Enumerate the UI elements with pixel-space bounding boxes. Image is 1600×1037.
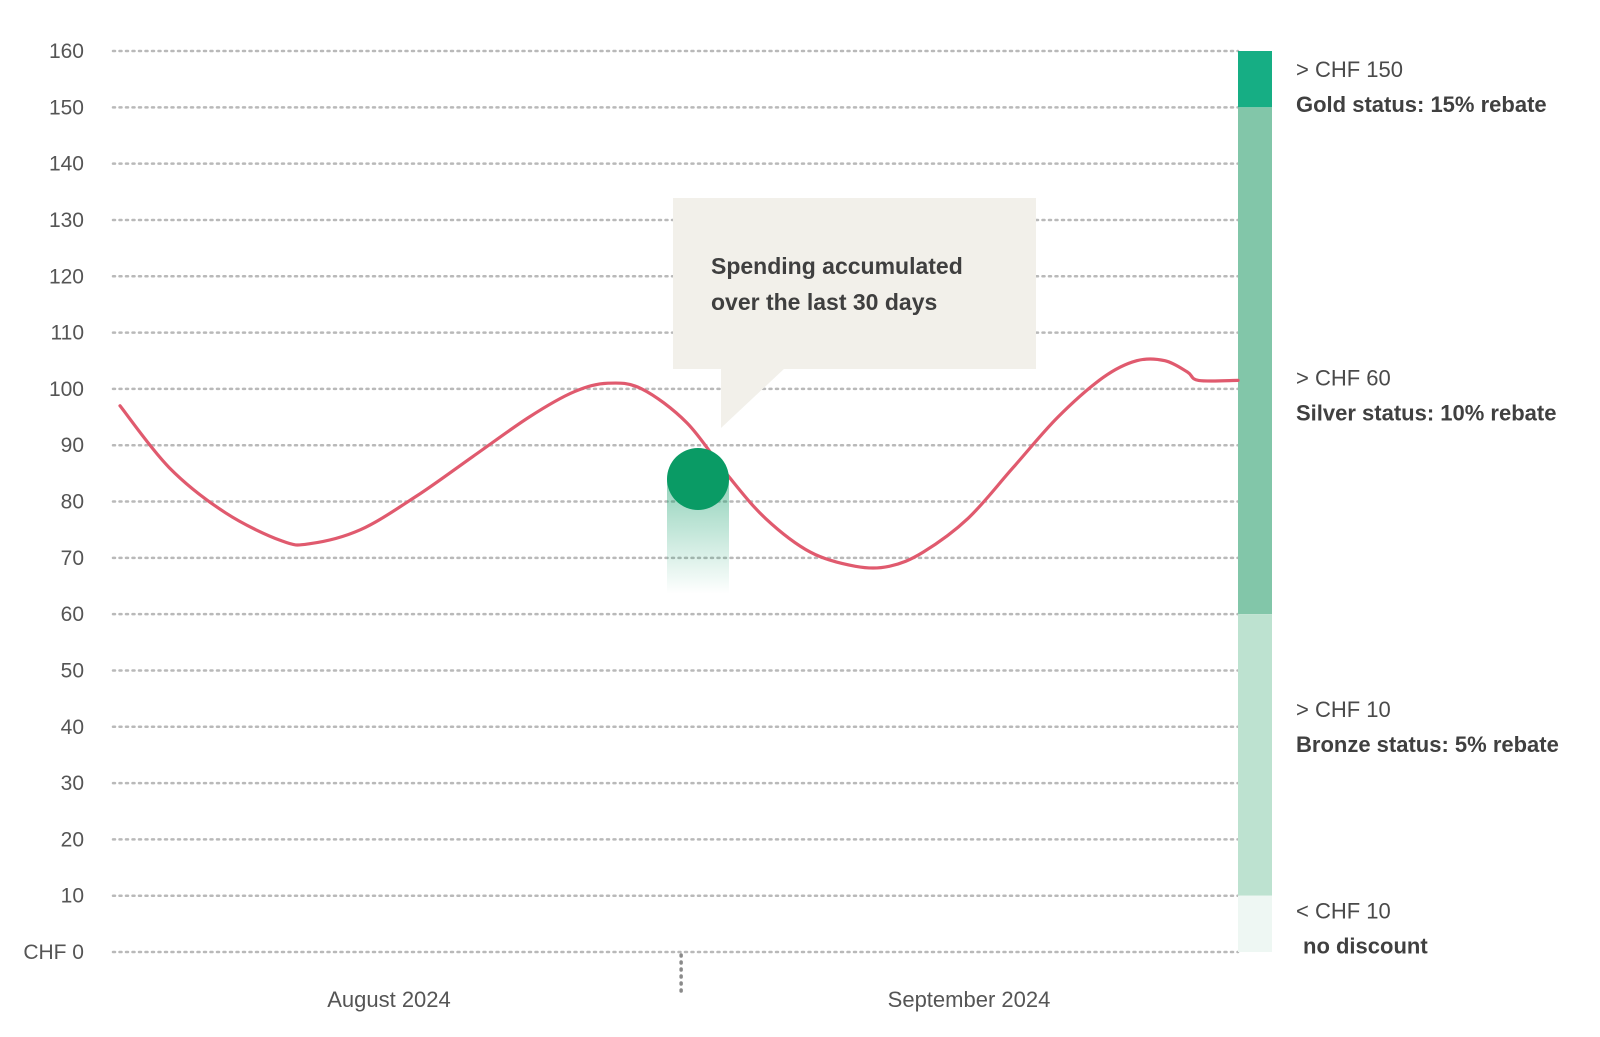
tier-bar: [1238, 51, 1272, 952]
callout-line-2: over the last 30 days: [711, 289, 938, 315]
x-tick-label: August 2024: [327, 987, 451, 1012]
y-tick-label: 10: [61, 885, 84, 908]
current-value-marker: [667, 447, 729, 594]
y-tick-label: 20: [61, 828, 84, 851]
spending-line: [118, 357, 1240, 570]
y-tick-label: 110: [51, 322, 84, 345]
tier-segment: [1238, 51, 1272, 108]
spending-callout: Spending accumulated over the last 30 da…: [673, 198, 1036, 369]
x-tick-label: September 2024: [888, 987, 1051, 1012]
x-axis-ticks: August 2024 September 2024: [327, 987, 1050, 1012]
tier-segment: [1238, 107, 1272, 615]
y-tick-label: 150: [49, 96, 84, 119]
y-tick-label: CHF 0: [23, 941, 84, 964]
y-tick-label: 130: [49, 209, 84, 232]
tier-name-label: Gold status: 15% rebate: [1296, 92, 1547, 117]
y-tick-label: 60: [61, 603, 84, 626]
y-tick-label: 140: [49, 153, 84, 176]
y-tick-label: 90: [61, 434, 84, 457]
tier-threshold-label: < CHF 10: [1296, 899, 1391, 924]
tier-labels: > CHF 150 Gold status: 15% rebate > CHF 60…: [1296, 57, 1559, 959]
y-tick-label: 120: [49, 265, 84, 288]
y-tick-label: 100: [49, 378, 84, 401]
gridlines: [111, 49, 1240, 954]
y-tick-label: 160: [49, 40, 84, 63]
tier-threshold-label: > CHF 60: [1296, 365, 1391, 390]
current-value-dot: [667, 447, 729, 510]
y-tick-label: 40: [61, 716, 84, 739]
spending-line-path: [118, 357, 1240, 570]
tier-name-label: no discount: [1303, 934, 1428, 959]
y-tick-label: 50: [61, 659, 84, 682]
callout-pointer: [721, 368, 785, 428]
y-tick-label: 30: [61, 772, 84, 795]
tier-name-label: Bronze status: 5% rebate: [1296, 732, 1559, 757]
tier-threshold-label: > CHF 10: [1296, 697, 1391, 722]
y-tick-label: 70: [61, 547, 84, 570]
tier-segment: [1238, 614, 1272, 896]
y-axis-ticks: CHF 0 10 20 30 40 50 60 70 80 90 100 110 120 130 140 15…: [23, 40, 84, 964]
callout-line-1: Spending accumulated: [711, 253, 963, 279]
y-tick-label: 80: [61, 491, 84, 514]
tier-segment: [1238, 895, 1272, 952]
tier-threshold-label: > CHF 150: [1296, 57, 1403, 82]
tier-name-label: Silver status: 10% rebate: [1296, 400, 1556, 425]
